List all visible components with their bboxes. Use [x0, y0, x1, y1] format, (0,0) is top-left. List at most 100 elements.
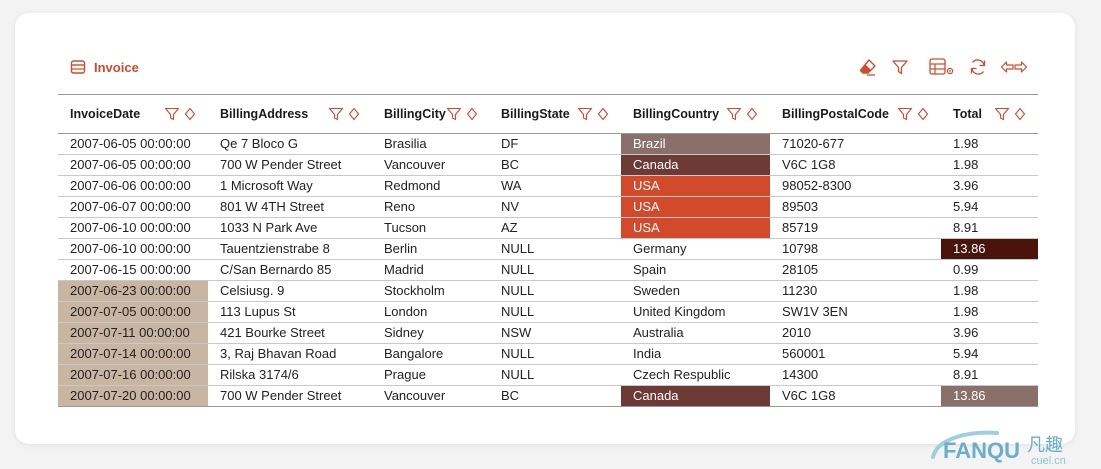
column-header-label: BillingPostalCode — [782, 107, 889, 121]
cell-date: 2007-06-23 00:00:00 — [58, 280, 208, 302]
fanqu-watermark-logo: FANQU 凡趣 cuel.cn — [931, 430, 1066, 467]
cell-country: Brazil — [621, 133, 770, 155]
cell-city: London — [372, 301, 489, 323]
column-header-label: BillingState — [501, 107, 570, 121]
cell-state: AZ — [489, 217, 621, 239]
expand-arrows-icon — [1000, 61, 1028, 73]
cell-date: 2007-06-10 00:00:00 — [58, 238, 208, 260]
table-settings-icon — [929, 58, 954, 75]
column-header-content: BillingCity — [384, 106, 489, 122]
table-row[interactable]: 2007-07-05 00:00:00 113 Lupus St London NUL… — [58, 301, 1038, 323]
cell-country: India — [621, 343, 770, 365]
column-header-address[interactable]: BillingAddress — [208, 94, 372, 134]
cell-country: Australia — [621, 322, 770, 344]
column-header-state[interactable]: BillingState — [489, 94, 621, 134]
cell-postal: 71020-677 — [770, 133, 941, 155]
column-header-total[interactable]: Total — [941, 94, 1038, 134]
cell-address: Rilska 3174/6 — [208, 364, 372, 386]
column-sort-icon[interactable] — [917, 107, 929, 121]
column-sort-icon[interactable] — [597, 107, 609, 121]
column-filter-icon[interactable] — [577, 106, 593, 122]
column-header-label: BillingCountry — [633, 107, 720, 121]
column-header-tools — [328, 106, 360, 122]
cell-country: Canada — [621, 385, 770, 407]
table-row[interactable]: 2007-06-06 00:00:00 1 Microsoft Way Redmon… — [58, 175, 1038, 197]
cell-city: Tucson — [372, 217, 489, 239]
cell-date: 2007-07-11 00:00:00 — [58, 322, 208, 344]
cell-state: DF — [489, 133, 621, 155]
table-row[interactable]: 2007-07-16 00:00:00 Rilska 3174/6 Prague NU… — [58, 364, 1038, 386]
table-row[interactable]: 2007-06-05 00:00:00 Qe 7 Bloco G Brasilia D… — [58, 133, 1038, 155]
table-row[interactable]: 2007-06-10 00:00:00 1033 N Park Ave Tucson… — [58, 217, 1038, 239]
column-sort-icon[interactable] — [184, 107, 196, 121]
invoice-table: InvoiceDate BillingAddress BillingCity Bill… — [58, 94, 1038, 407]
column-sort-icon[interactable] — [746, 107, 758, 121]
cell-address: Tauentzienstrabe 8 — [208, 238, 372, 260]
cell-state: NULL — [489, 364, 621, 386]
cell-postal: 2010 — [770, 322, 941, 344]
watermark-brand: FANQU — [943, 438, 1020, 463]
table-row[interactable]: 2007-06-10 00:00:00 Tauentzienstrabe 8 Ber… — [58, 238, 1038, 260]
table-row[interactable]: 2007-06-23 00:00:00 Celsiusg. 9 Stockholm N… — [58, 280, 1038, 302]
cell-date: 2007-06-05 00:00:00 — [58, 154, 208, 176]
column-filter-icon[interactable] — [994, 106, 1010, 122]
cell-city: Redmond — [372, 175, 489, 197]
cell-city: Brasilia — [372, 133, 489, 155]
header-row: InvoiceDate BillingAddress BillingCity Bill… — [58, 94, 1038, 134]
cell-total: 13.86 — [941, 238, 1038, 260]
cell-total: 3.96 — [941, 175, 1038, 197]
cell-date: 2007-07-14 00:00:00 — [58, 343, 208, 365]
column-sort-icon[interactable] — [466, 107, 478, 121]
column-filter-icon[interactable] — [897, 106, 913, 122]
cell-city: Bangalore — [372, 343, 489, 365]
column-filter-icon[interactable] — [726, 106, 742, 122]
cell-state: NSW — [489, 322, 621, 344]
cell-total: 8.91 — [941, 364, 1038, 386]
cell-total: 3.96 — [941, 322, 1038, 344]
page-title: Invoice — [94, 59, 139, 75]
table-row[interactable]: 2007-06-07 00:00:00 801 W 4TH Street Reno N… — [58, 196, 1038, 218]
table-settings-button[interactable] — [927, 56, 957, 78]
column-header-city[interactable]: BillingCity — [372, 94, 489, 134]
column-sort-icon[interactable] — [348, 107, 360, 121]
column-header-tools — [994, 106, 1026, 122]
table-row[interactable]: 2007-06-15 00:00:00 C/San Bernardo 85 Madr… — [58, 259, 1038, 281]
table-row[interactable]: 2007-07-20 00:00:00 700 W Pender Street Va… — [58, 385, 1038, 407]
cell-postal: 85719 — [770, 217, 941, 239]
column-header-tools — [897, 106, 929, 122]
cell-date: 2007-07-16 00:00:00 — [58, 364, 208, 386]
cell-address: 1033 N Park Ave — [208, 217, 372, 239]
column-sort-icon[interactable] — [1014, 107, 1026, 121]
expand-button[interactable] — [999, 56, 1029, 78]
column-filter-icon[interactable] — [328, 106, 344, 122]
column-header-content: Total — [953, 106, 1038, 122]
cell-postal: 89503 — [770, 196, 941, 218]
cell-country: United Kingdom — [621, 301, 770, 323]
cell-country: Czech Respublic — [621, 364, 770, 386]
column-header-content: BillingAddress — [220, 106, 372, 122]
column-header-label: InvoiceDate — [70, 107, 141, 121]
column-header-postal[interactable]: BillingPostalCode — [770, 94, 941, 134]
column-header-country[interactable]: BillingCountry — [621, 94, 770, 134]
table-icon — [70, 60, 86, 74]
cell-city: Vancouver — [372, 385, 489, 407]
cell-postal: 14300 — [770, 364, 941, 386]
cell-city: Reno — [372, 196, 489, 218]
table-row[interactable]: 2007-06-05 00:00:00 700 W Pender Street Va… — [58, 154, 1038, 176]
cell-state: BC — [489, 385, 621, 407]
column-filter-icon[interactable] — [164, 106, 180, 122]
filter-button[interactable] — [889, 56, 911, 78]
cell-country: USA — [621, 175, 770, 197]
cell-address: 801 W 4TH Street — [208, 196, 372, 218]
column-header-tools — [577, 106, 609, 122]
cell-total: 1.98 — [941, 133, 1038, 155]
refresh-button[interactable] — [967, 56, 989, 78]
cell-city: Stockholm — [372, 280, 489, 302]
table-row[interactable]: 2007-07-11 00:00:00 421 Bourke Street Sidn… — [58, 322, 1038, 344]
column-filter-icon[interactable] — [446, 106, 462, 122]
column-header-date[interactable]: InvoiceDate — [58, 94, 208, 134]
clear-button[interactable] — [857, 56, 879, 78]
table-row[interactable]: 2007-07-14 00:00:00 3, Raj Bhavan Road Ban… — [58, 343, 1038, 365]
column-header-label: BillingAddress — [220, 107, 309, 121]
cell-country: Germany — [621, 238, 770, 260]
